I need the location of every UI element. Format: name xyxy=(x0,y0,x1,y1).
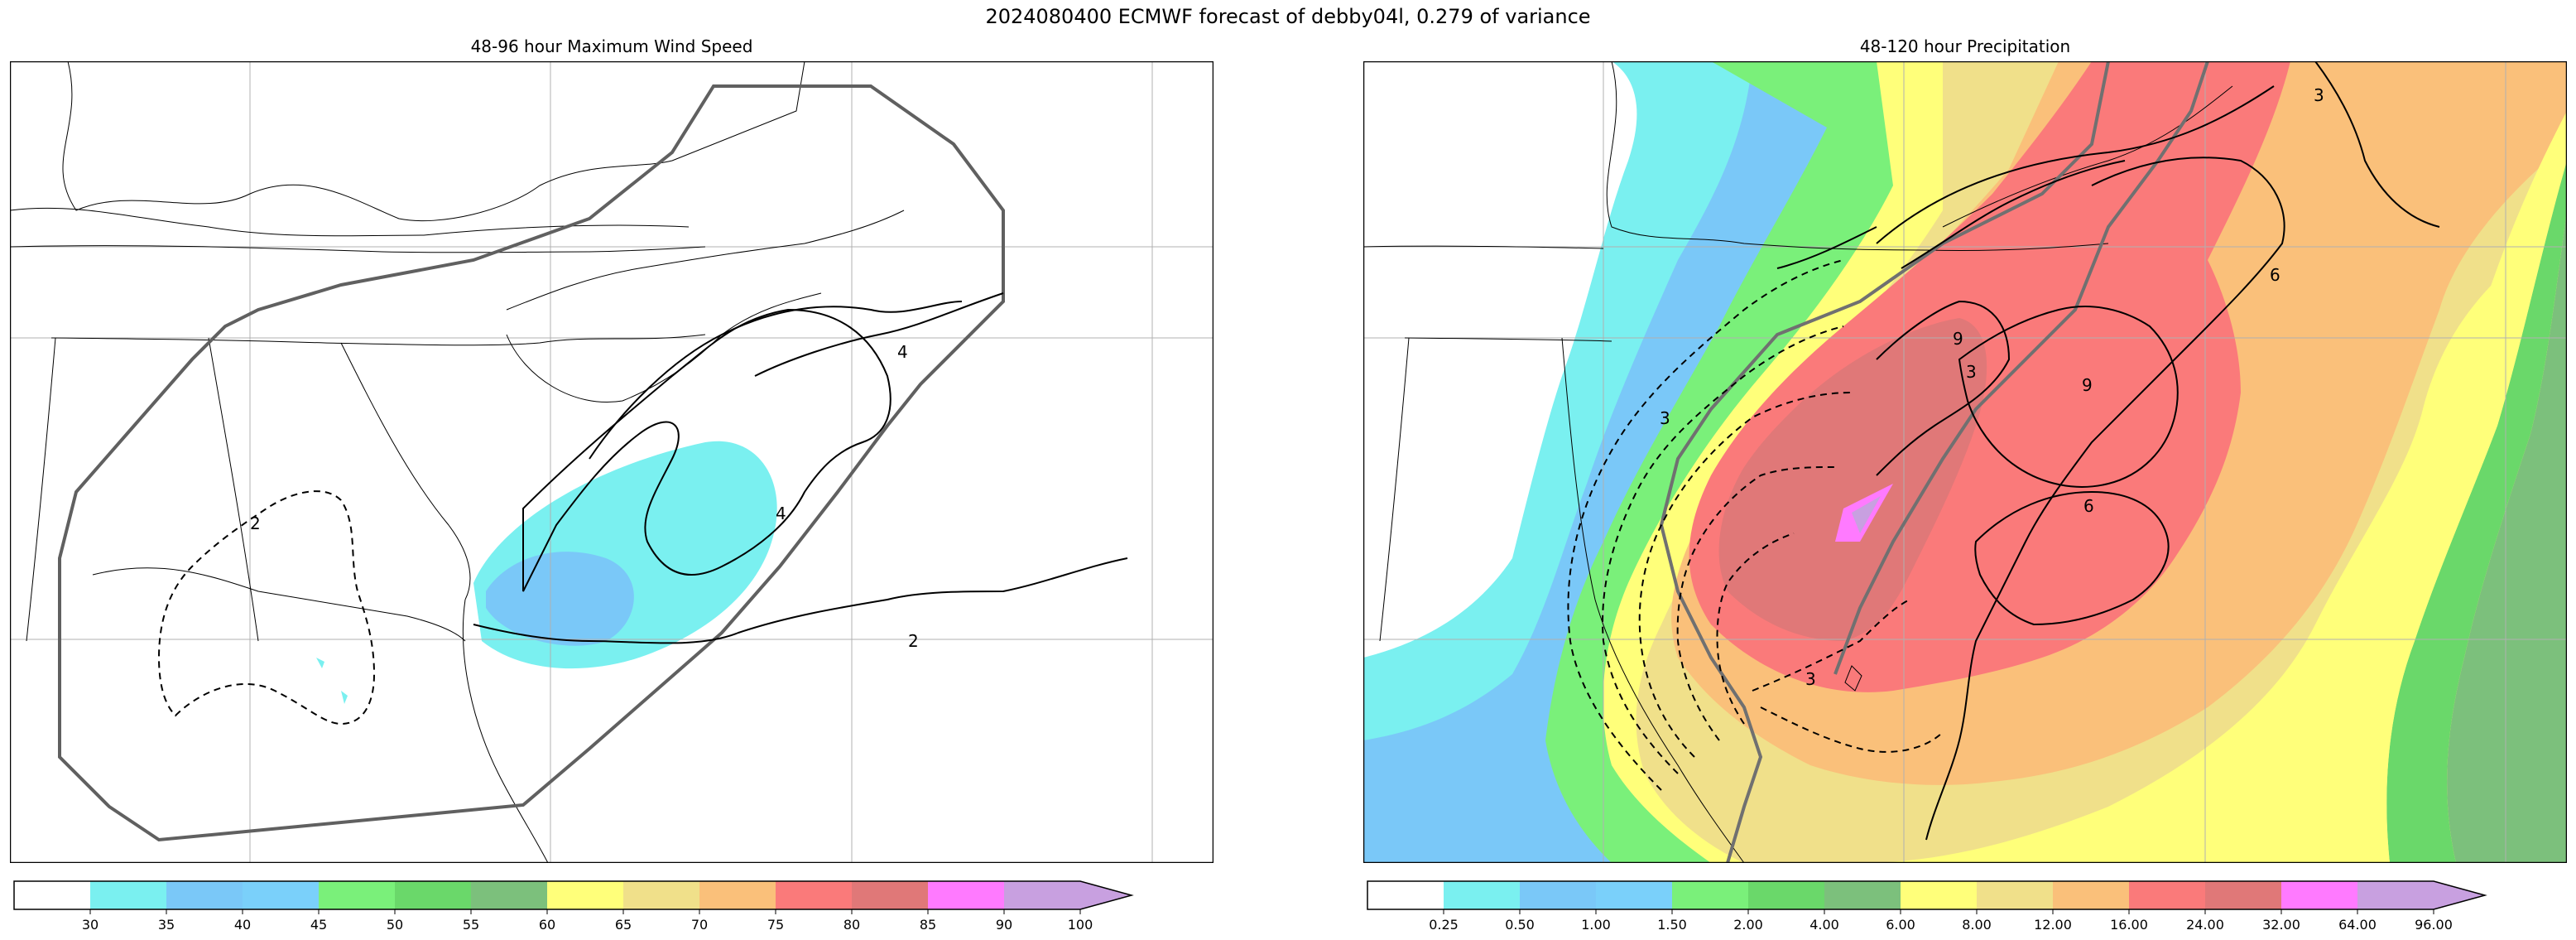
precip-colorbar-ticks: 0.25 0.50 1.00 1.50 2.00 4.00 6.00 8.00 12.00 16.… xyxy=(1429,909,2453,933)
colorbar-segment xyxy=(2129,881,2206,909)
colorbar-tick-label: 0.25 xyxy=(1429,917,1459,933)
precip-panel-title: 48-120 hour Precipitation xyxy=(1859,36,2071,56)
precip-band-darkred xyxy=(1718,318,1987,641)
wind-contour-label: 4 xyxy=(776,504,786,523)
colorbar-segment xyxy=(2357,881,2434,909)
colorbar-segment xyxy=(1596,881,1673,909)
wind-colorbar: 30 35 40 45 50 55 60 65 70 75 80 85 90 100 xyxy=(13,880,1134,933)
wind-contour-label: 4 xyxy=(897,342,908,362)
colorbar-tick-label: 1.50 xyxy=(1657,917,1687,933)
colorbar-tick-label: 1.00 xyxy=(1581,917,1611,933)
colorbar-segment xyxy=(699,881,776,909)
colorbar-segment xyxy=(2281,881,2358,909)
colorbar-outline xyxy=(1367,880,2487,910)
colorbar-segment xyxy=(1672,881,1749,909)
precip-contour-label: 3 xyxy=(1660,408,1670,428)
colorbar-tick-label: 32.00 xyxy=(2262,917,2300,933)
colorbar-segment xyxy=(1367,881,1444,909)
precip-colorbar-segments xyxy=(1367,880,2487,910)
colorbar-tick-label: 70 xyxy=(691,917,708,933)
colorbar-tick-label: 2.00 xyxy=(1733,917,1763,933)
colorbar-segment xyxy=(623,881,700,909)
colorbar-tick-label: 40 xyxy=(234,917,251,933)
colorbar-tick-label: 24.00 xyxy=(2186,917,2224,933)
colorbar-segment xyxy=(90,881,167,909)
colorbar-segment xyxy=(395,881,472,909)
colorbar-tick-label: 64.00 xyxy=(2338,917,2377,933)
colorbar-tick-label: 0.50 xyxy=(1505,917,1535,933)
precip-contour-label: 9 xyxy=(2082,375,2093,395)
precip-band-yellow-2 xyxy=(2337,111,2567,863)
colorbar-tick-label: 6.00 xyxy=(1886,917,1915,933)
precip-contour-label: 9 xyxy=(1953,329,1963,349)
colorbar-segment xyxy=(852,881,929,909)
precip-contour-label: 6 xyxy=(2083,496,2094,516)
colorbar-segment xyxy=(928,881,1005,909)
precip-colorbar: 0.25 0.50 1.00 1.50 2.00 4.00 6.00 8.00 12.00 16.… xyxy=(1367,880,2487,933)
colorbar-segment xyxy=(1520,881,1597,909)
colorbar-segment xyxy=(1824,881,1901,909)
colorbar-extend-arrow xyxy=(1080,881,1132,909)
colorbar-extend-arrow xyxy=(2434,881,2485,909)
colorbar-tick-label: 50 xyxy=(387,917,403,933)
colorbar-segment xyxy=(1901,881,1978,909)
colorbar-tick-label: 75 xyxy=(767,917,784,933)
colorbar-tick-label: 90 xyxy=(996,917,1012,933)
colorbar-segment xyxy=(1748,881,1825,909)
colorbar-tick-label: 16.00 xyxy=(2110,917,2148,933)
colorbar-tick-label: 80 xyxy=(843,917,860,933)
colorbar-segment xyxy=(1004,881,1081,909)
colorbar-segment xyxy=(471,881,548,909)
precip-contour-label: 6 xyxy=(2270,265,2280,285)
colorbar-tick-label: 100 xyxy=(1068,917,1093,933)
precip-band-green-3 xyxy=(2386,161,2567,863)
colorbar-outline xyxy=(13,880,1134,910)
wind-domain-outline xyxy=(58,84,1005,842)
colorbar-segment xyxy=(776,881,853,909)
colorbar-segment xyxy=(2205,881,2282,909)
colorbar-tick-label: 45 xyxy=(310,917,327,933)
colorbar-segment xyxy=(319,881,396,909)
wind-panel-title: 48-96 hour Maximum Wind Speed xyxy=(470,36,753,56)
colorbar-tick-label: 4.00 xyxy=(1809,917,1839,933)
wind-colorbar-segments xyxy=(13,880,1134,910)
colorbar-segment xyxy=(1977,881,2054,909)
precip-band-green-2 xyxy=(2447,210,2567,863)
colorbar-tick-label: 85 xyxy=(920,917,936,933)
wind-contour-label: 2 xyxy=(250,513,261,533)
colorbar-tick-label: 60 xyxy=(539,917,555,933)
precip-band-lilac xyxy=(1852,496,1881,533)
colorbar-segment xyxy=(2053,881,2130,909)
colorbar-tick-label: 65 xyxy=(615,917,632,933)
figure-title: 2024080400 ECMWF forecast of debby04l, 0… xyxy=(985,5,1591,28)
colorbar-segment xyxy=(14,881,91,909)
colorbar-tick-label: 30 xyxy=(82,917,99,933)
wind-contour-label: 2 xyxy=(908,631,919,651)
precip-contour-label: 3 xyxy=(1805,669,1816,689)
precip-contour-label: 3 xyxy=(2314,85,2324,105)
precip-domain-outline xyxy=(1659,61,2209,863)
colorbar-tick-label: 12.00 xyxy=(2034,917,2072,933)
colorbar-segment xyxy=(1444,881,1521,909)
precip-contour-label: 3 xyxy=(1966,362,1977,382)
colorbar-tick-label: 96.00 xyxy=(2415,917,2453,933)
colorbar-segment xyxy=(243,881,320,909)
colorbar-segment xyxy=(547,881,624,909)
colorbar-tick-label: 8.00 xyxy=(1962,917,1992,933)
precip-map: 3 3 3 6 9 9 6 3 xyxy=(1363,61,2567,863)
colorbar-tick-label: 35 xyxy=(158,917,175,933)
wind-colorbar-ticks: 30 35 40 45 50 55 60 65 70 75 80 85 90 100 xyxy=(82,909,1093,933)
colorbar-segment xyxy=(166,881,243,909)
wind-map: 2 4 4 2 xyxy=(10,61,1214,863)
colorbar-tick-label: 55 xyxy=(463,917,479,933)
